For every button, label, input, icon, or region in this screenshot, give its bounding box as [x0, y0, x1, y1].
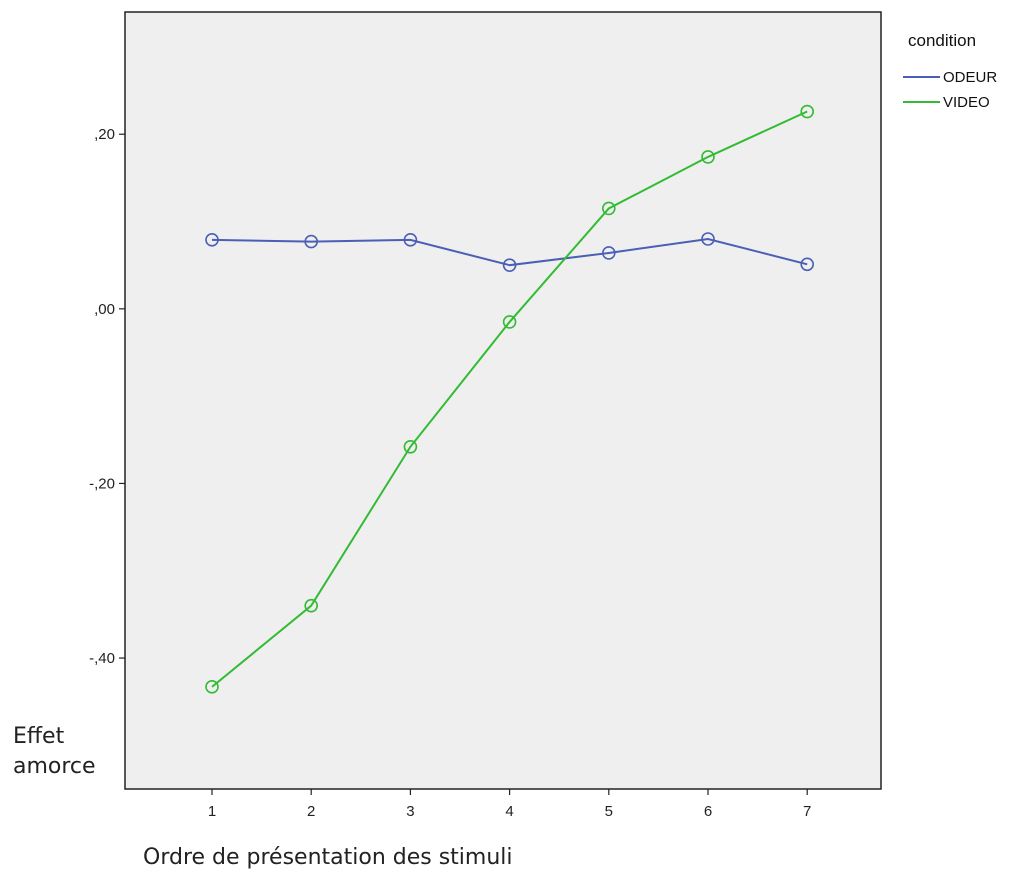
data-point-video — [205, 680, 219, 694]
y-tick-label: -,40 — [89, 650, 115, 667]
data-point-video — [601, 201, 616, 216]
legend: condition ODEUR VIDEO — [903, 31, 997, 111]
data-point-odeur — [304, 234, 319, 249]
y-axis-label-line-2: amorce — [13, 754, 96, 779]
x-tick-label: 5 — [605, 803, 613, 820]
data-point-odeur — [403, 233, 418, 247]
series-line-video — [211, 110, 808, 688]
data-point-video — [800, 104, 815, 119]
series-line-odeur — [211, 237, 808, 267]
y-axis-label-line-1: Effet — [13, 724, 65, 749]
y-tick-label: -,20 — [89, 475, 115, 492]
x-axis-label: Ordre de présentation des stimuli — [143, 845, 513, 870]
y-tick-label: ,20 — [94, 126, 115, 143]
data-point-video — [403, 439, 418, 454]
x-tick-label: 2 — [307, 803, 315, 820]
data-point-odeur — [205, 233, 219, 247]
x-tick-label: 3 — [406, 803, 414, 820]
data-point-odeur — [800, 257, 815, 272]
data-point-odeur — [601, 246, 616, 260]
y-axis-label: Effet amorce — [13, 722, 133, 782]
plot-area — [124, 11, 882, 790]
legend-label-video: VIDEO — [943, 94, 990, 111]
x-tick-label: 4 — [505, 803, 513, 820]
data-point-odeur — [502, 258, 517, 272]
x-tick-label: 7 — [803, 803, 811, 820]
x-tick-label: 6 — [704, 803, 712, 820]
data-point-video — [502, 315, 517, 329]
legend-label-odeur: ODEUR — [943, 69, 997, 86]
series-layer — [205, 104, 815, 694]
x-axis: 1 2 3 4 5 6 7 — [208, 789, 811, 820]
y-tick-label: ,00 — [94, 301, 115, 318]
data-point-video — [304, 598, 319, 613]
data-point-video — [701, 150, 715, 164]
data-point-odeur — [701, 232, 715, 246]
legend-title: condition — [908, 31, 976, 50]
y-axis: ,20 ,00 -,20 -,40 — [89, 126, 125, 667]
x-tick-label: 1 — [208, 803, 216, 820]
